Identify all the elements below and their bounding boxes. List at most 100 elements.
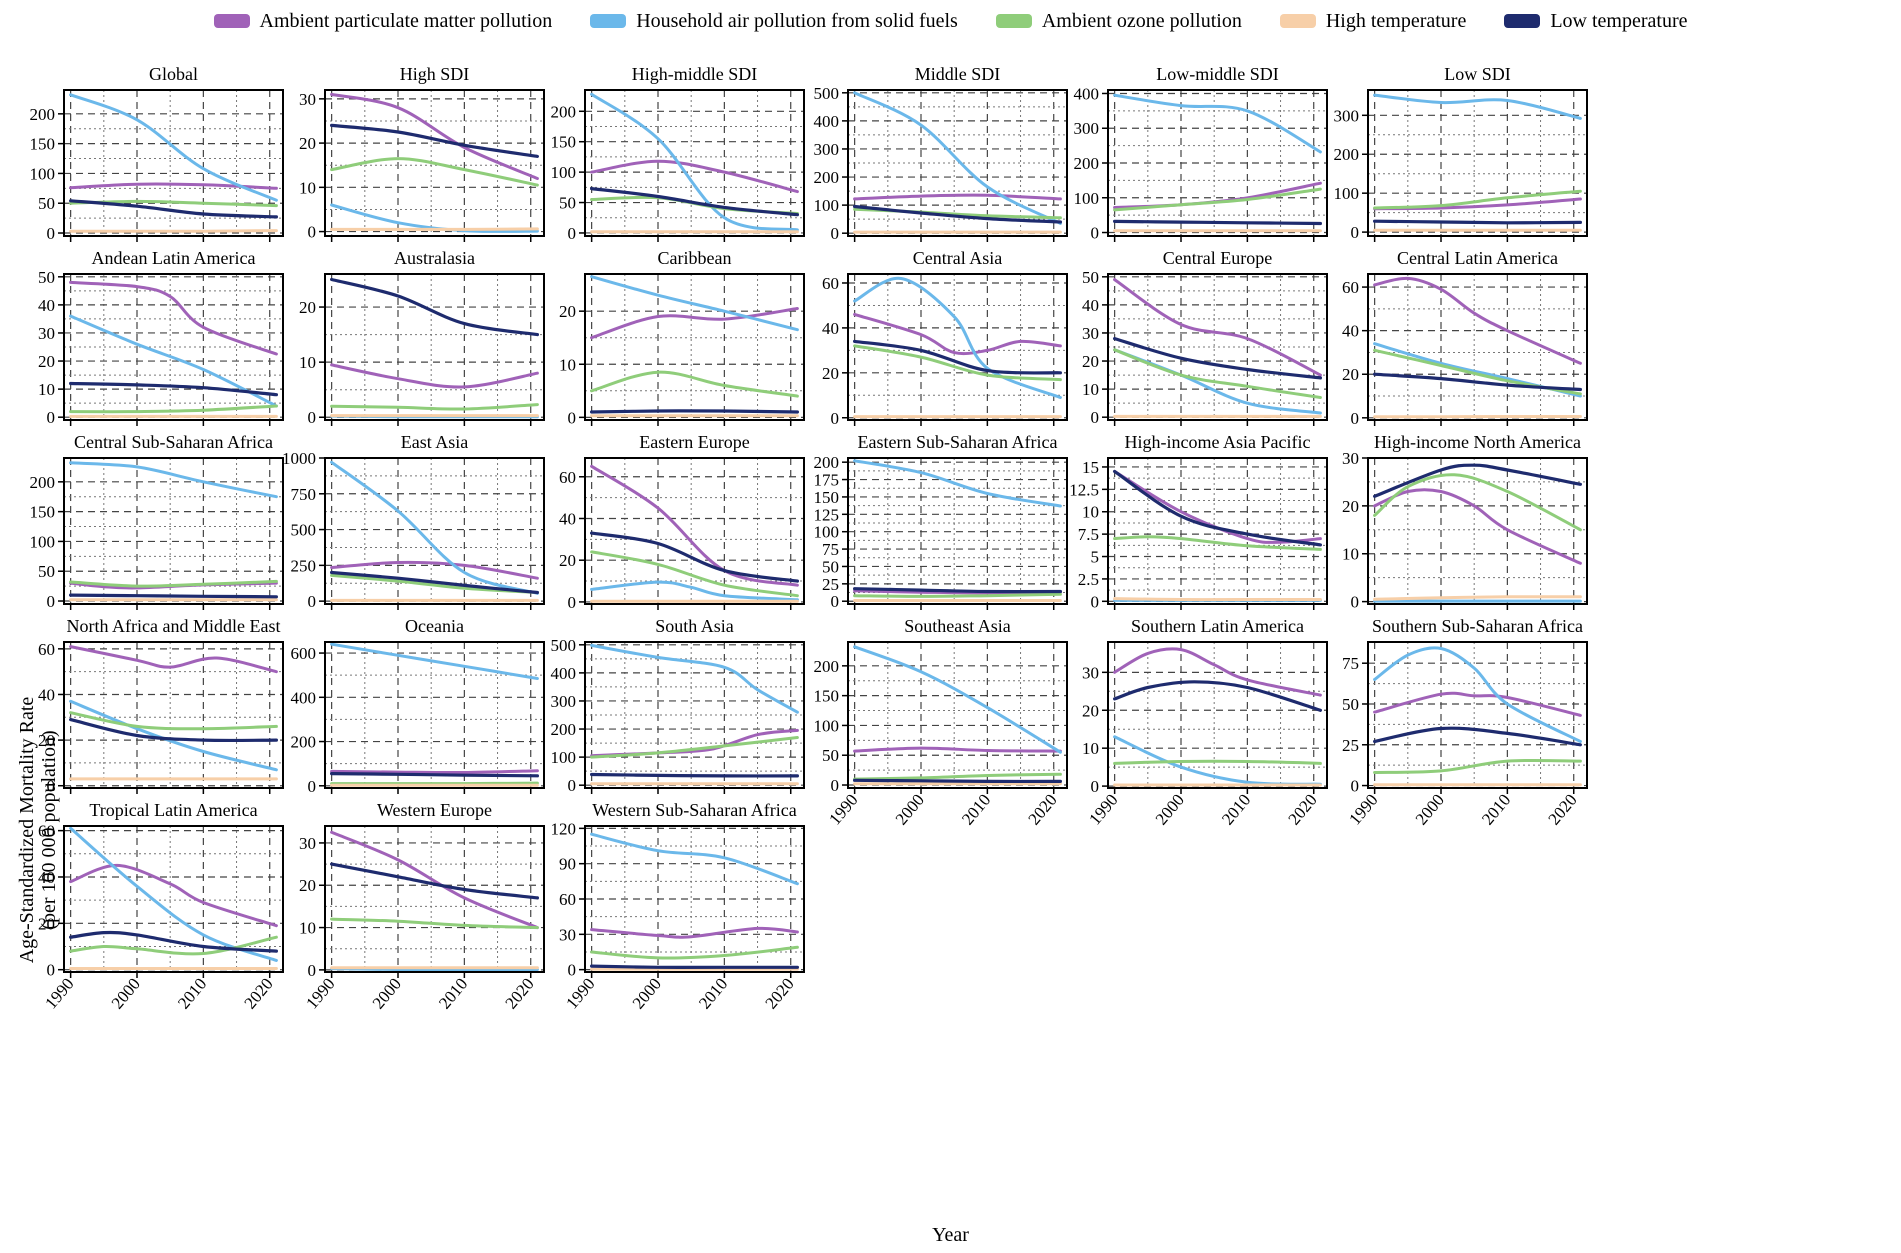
series-line-household-air bbox=[330, 203, 539, 233]
y-tick-label: 100 bbox=[1334, 184, 1360, 203]
panel-frame bbox=[584, 825, 805, 973]
panel-title: High-income Asia Pacific bbox=[1125, 432, 1311, 452]
series-line-ambient-pm bbox=[1373, 691, 1582, 717]
series-line-low-temperature bbox=[69, 593, 278, 599]
series-line-ambient-pm bbox=[590, 464, 799, 587]
y-tick-label: 0 bbox=[47, 408, 56, 427]
series-line-household-air bbox=[1113, 93, 1322, 154]
series-line-ambient-ozone bbox=[590, 550, 799, 598]
y-tick-label: 200 bbox=[814, 453, 840, 472]
y-tick-label: 60 bbox=[1342, 278, 1359, 297]
series-line-ambient-ozone bbox=[69, 711, 278, 731]
y-tick-label: 10 bbox=[299, 919, 316, 938]
series-line-ambient-pm bbox=[330, 92, 539, 180]
panel-south-asia: South Asia 0 100 200 300 400 500 bbox=[551, 616, 805, 795]
panel-central-sub-saharan-africa: Central Sub-Saharan Africa 0 50 100 150 200 bbox=[30, 432, 284, 611]
series-line-ambient-pm bbox=[1373, 488, 1582, 565]
series-line-low-temperature bbox=[853, 778, 1062, 784]
y-tick-label: 150 bbox=[30, 135, 56, 154]
y-tick-label: 2.5 bbox=[1078, 570, 1099, 589]
y-tick-label: 0 bbox=[568, 776, 577, 795]
panel-central-latin-america: Central Latin America 0 20 40 60 bbox=[1342, 248, 1588, 428]
panel-frame bbox=[1107, 641, 1328, 789]
series-line-low-temperature bbox=[1113, 469, 1322, 547]
y-tick-label: 0 bbox=[47, 224, 56, 243]
panel-title: Low-middle SDI bbox=[1156, 64, 1278, 84]
panel-frame bbox=[584, 641, 805, 789]
y-tick-label: 12.5 bbox=[1069, 480, 1099, 499]
y-tick-label: 400 bbox=[814, 112, 840, 131]
y-tick-label: 0 bbox=[1091, 777, 1100, 796]
x-tick-label: 2010 bbox=[1478, 790, 1514, 828]
y-tick-label: 0 bbox=[47, 961, 56, 980]
y-tick-label: 60 bbox=[559, 468, 576, 487]
panel-title: Eastern Europe bbox=[639, 432, 749, 452]
panel-caribbean: Caribbean 0 10 20 bbox=[559, 248, 805, 427]
y-tick-label: 10 bbox=[1082, 380, 1099, 399]
series-line-ambient-pm bbox=[590, 307, 799, 340]
series-line-low-temperature bbox=[1373, 372, 1582, 392]
y-tick-label: 20 bbox=[1082, 352, 1099, 371]
y-tick-label: 1000 bbox=[282, 449, 316, 468]
series-line-household-air bbox=[69, 93, 278, 202]
y-tick-label: 600 bbox=[291, 644, 317, 663]
panel-western-europe: Western Europe 0 10 20 30 1990 2000 2010 2020 bbox=[299, 800, 545, 1013]
series-line-low-temperature bbox=[590, 409, 799, 414]
x-tick-label: 2010 bbox=[958, 790, 994, 828]
series-line-ambient-pm bbox=[330, 363, 539, 389]
y-tick-label: 7.5 bbox=[1078, 525, 1099, 544]
panel-title: Caribbean bbox=[658, 248, 732, 268]
series-line-ambient-pm bbox=[1373, 276, 1582, 365]
x-tick-label: 2010 bbox=[435, 974, 471, 1012]
legend: Ambient particulate matter pollution Hou… bbox=[0, 6, 1901, 36]
panel-frame bbox=[1367, 457, 1588, 605]
series-line-household-air bbox=[590, 832, 799, 886]
series-line-high-temperature bbox=[1113, 597, 1322, 602]
y-tick-label: 100 bbox=[814, 523, 840, 542]
panel-southern-sub-saharan-africa: Southern Sub-Saharan Africa 0 25 50 75 1990 20… bbox=[1342, 616, 1588, 829]
y-tick-label: 10 bbox=[559, 355, 576, 374]
panel-frame bbox=[584, 273, 805, 421]
y-tick-label: 50 bbox=[822, 746, 839, 765]
y-tick-label: 30 bbox=[1082, 663, 1099, 682]
y-tick-label: 100 bbox=[814, 196, 840, 215]
y-tick-label: 40 bbox=[1082, 296, 1099, 315]
y-tick-label: 500 bbox=[551, 636, 577, 655]
panel-frame bbox=[847, 89, 1068, 237]
y-tick-label: 500 bbox=[291, 521, 317, 540]
series-line-household-air bbox=[590, 275, 799, 332]
panel-frame bbox=[1107, 89, 1328, 237]
y-tick-label: 150 bbox=[30, 503, 56, 522]
panel-title: Tropical Latin America bbox=[89, 800, 257, 820]
y-tick-label: 175 bbox=[814, 471, 840, 490]
x-tick-label: 2000 bbox=[369, 974, 405, 1012]
series-line-ambient-ozone bbox=[69, 579, 278, 588]
y-tick-label: 200 bbox=[1074, 154, 1100, 173]
y-axis-title-line1: Age-Standardized Mortality Rate bbox=[16, 696, 38, 964]
y-tick-label: 150 bbox=[814, 488, 840, 507]
y-tick-label: 0 bbox=[568, 224, 577, 243]
series-line-ambient-ozone bbox=[1113, 535, 1322, 551]
y-tick-label: 20 bbox=[299, 876, 316, 895]
series-line-ambient-ozone bbox=[1373, 473, 1582, 532]
series-line-ambient-ozone bbox=[330, 403, 539, 411]
panel-frame bbox=[1107, 457, 1328, 605]
y-tick-label: 100 bbox=[551, 163, 577, 182]
y-tick-label: 50 bbox=[1342, 695, 1359, 714]
panel-high-sdi: High SDI 0 10 20 30 bbox=[299, 64, 545, 242]
panel-low-sdi: Low SDI 0 100 200 300 bbox=[1334, 64, 1588, 242]
y-tick-label: 120 bbox=[551, 819, 577, 838]
y-tick-label: 20 bbox=[299, 134, 316, 153]
y-tick-label: 0 bbox=[308, 223, 317, 242]
series-line-household-air bbox=[330, 642, 539, 680]
panel-title: North Africa and Middle East bbox=[67, 616, 281, 636]
series-line-ambient-ozone bbox=[69, 404, 278, 414]
panel-frame bbox=[1107, 273, 1328, 421]
y-tick-label: 0 bbox=[831, 409, 840, 428]
y-tick-label: 100 bbox=[551, 748, 577, 767]
y-tick-label: 125 bbox=[814, 505, 840, 524]
legend-label: Low temperature bbox=[1550, 9, 1688, 32]
panel-title: Eastern Sub-Saharan Africa bbox=[858, 432, 1058, 452]
